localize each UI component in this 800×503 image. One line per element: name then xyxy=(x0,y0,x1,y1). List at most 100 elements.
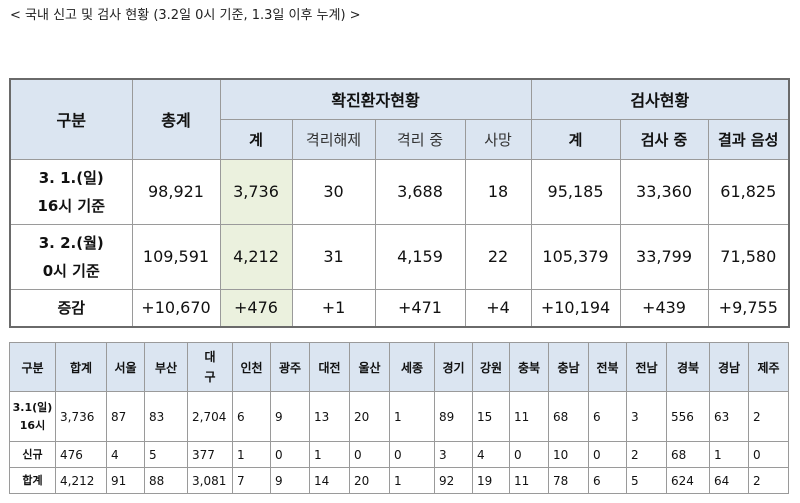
cell-negative: +9,755 xyxy=(707,288,791,328)
cell: 11 xyxy=(509,391,549,442)
cell: 2 xyxy=(748,391,789,442)
cell: 0 xyxy=(389,441,435,468)
cell: 83 xyxy=(144,391,188,442)
summary-table: 구분 총계 확진환자현황 검사현황 계 격리해제 격리 중 사망 계 검사 중 … xyxy=(9,78,791,328)
cell-deaths: 22 xyxy=(464,223,532,290)
cell: 89 xyxy=(434,391,473,442)
table-row: 3. 1.(일) 16시 기준 98,921 3,736 30 3,688 18 … xyxy=(9,158,791,225)
row-label: 3. 1.(일) 16시 기준 xyxy=(9,158,133,225)
row-label: 증감 xyxy=(9,288,133,328)
cell-tests-total: 95,185 xyxy=(530,158,621,225)
cell: 6 xyxy=(588,391,627,442)
header-gyeongnam: 경남 xyxy=(709,342,749,392)
cell: 68 xyxy=(548,391,589,442)
cell-tests-total: +10,194 xyxy=(530,288,621,328)
cell: 20 xyxy=(349,391,390,442)
cell: 0 xyxy=(588,441,627,468)
cell: 4 xyxy=(472,441,510,468)
header-seoul: 서울 xyxy=(106,342,145,392)
cell-total: 109,591 xyxy=(131,223,221,290)
cell: 88 xyxy=(144,467,188,494)
header-isolated: 격리 중 xyxy=(374,118,466,160)
cell: 14 xyxy=(309,467,350,494)
cell: 1 xyxy=(309,441,350,468)
cell: 6 xyxy=(232,391,271,442)
header-negative: 결과 음성 xyxy=(707,118,791,160)
header-testing: 검사 중 xyxy=(619,118,709,160)
cell: 92 xyxy=(434,467,473,494)
header-incheon: 인천 xyxy=(232,342,271,392)
table-row: 3.1(일) 16시 3,736 87 83 2,704 6 9 13 20 1 … xyxy=(9,391,789,442)
cell: 2 xyxy=(626,441,667,468)
cell: 2 xyxy=(748,467,789,494)
row-label: 3. 2.(월) 0시 기준 xyxy=(9,223,133,290)
cell: 4 xyxy=(106,441,145,468)
header-chungnam: 충남 xyxy=(548,342,589,392)
cell: 64 xyxy=(709,467,749,494)
cell: 1 xyxy=(709,441,749,468)
header-confirmed-total: 계 xyxy=(219,118,293,160)
cell: 10 xyxy=(548,441,589,468)
cell-deaths: +4 xyxy=(464,288,532,328)
row-label: 신규 xyxy=(9,441,56,468)
cell: 7 xyxy=(232,467,271,494)
header-gwangju: 광주 xyxy=(270,342,310,392)
cell: 3,736 xyxy=(55,391,107,442)
cell-testing: 33,799 xyxy=(619,223,709,290)
cell: 3 xyxy=(434,441,473,468)
cell: 377 xyxy=(187,441,233,468)
cell-isolated: +471 xyxy=(374,288,466,328)
cell-negative: 71,580 xyxy=(707,223,791,290)
cell: 0 xyxy=(270,441,310,468)
cell-testing: 33,360 xyxy=(619,158,709,225)
header-confirmed-group: 확진환자현황 xyxy=(219,78,532,120)
header-sum: 합계 xyxy=(55,342,107,392)
cell-confirmed: +476 xyxy=(219,288,293,328)
header-jeju: 제주 xyxy=(748,342,789,392)
cell: 9 xyxy=(270,391,310,442)
cell: 3 xyxy=(626,391,667,442)
cell: 68 xyxy=(666,441,710,468)
page-caption: < 국내 신고 및 검사 현황 (3.2일 0시 기준, 1.3일 이후 누계)… xyxy=(10,8,361,23)
cell-total: +10,670 xyxy=(131,288,221,328)
cell: 13 xyxy=(309,391,350,442)
header-sejong: 세종 xyxy=(389,342,435,392)
cell: 1 xyxy=(389,467,435,494)
cell: 5 xyxy=(144,441,188,468)
cell: 556 xyxy=(666,391,710,442)
table-row: 3. 2.(월) 0시 기준 109,591 4,212 31 4,159 22 … xyxy=(9,223,791,290)
cell: 2,704 xyxy=(187,391,233,442)
cell-confirmed: 3,736 xyxy=(219,158,293,225)
cell: 20 xyxy=(349,467,390,494)
cell-negative: 61,825 xyxy=(707,158,791,225)
cell: 87 xyxy=(106,391,145,442)
cell: 5 xyxy=(626,467,667,494)
header-jeonnam: 전남 xyxy=(626,342,667,392)
cell-confirmed: 4,212 xyxy=(219,223,293,290)
header-category: 구분 xyxy=(9,78,133,160)
cell: 19 xyxy=(472,467,510,494)
header-chungbuk: 충북 xyxy=(509,342,549,392)
header-daejeon: 대전 xyxy=(309,342,350,392)
cell-released: 31 xyxy=(291,223,376,290)
table-row: 증감 +10,670 +476 +1 +471 +4 +10,194 +439 … xyxy=(9,288,791,328)
cell-isolated: 3,688 xyxy=(374,158,466,225)
cell-released: +1 xyxy=(291,288,376,328)
header-deaths: 사망 xyxy=(464,118,532,160)
header-ulsan: 울산 xyxy=(349,342,390,392)
cell-total: 98,921 xyxy=(131,158,221,225)
cell: 6 xyxy=(588,467,627,494)
cell: 91 xyxy=(106,467,145,494)
cell: 3,081 xyxy=(187,467,233,494)
cell-testing: +439 xyxy=(619,288,709,328)
cell-isolated: 4,159 xyxy=(374,223,466,290)
header-released: 격리해제 xyxy=(291,118,376,160)
header-category: 구분 xyxy=(9,342,56,392)
cell: 9 xyxy=(270,467,310,494)
row-label: 합계 xyxy=(9,467,56,494)
cell-released: 30 xyxy=(291,158,376,225)
cell: 624 xyxy=(666,467,710,494)
